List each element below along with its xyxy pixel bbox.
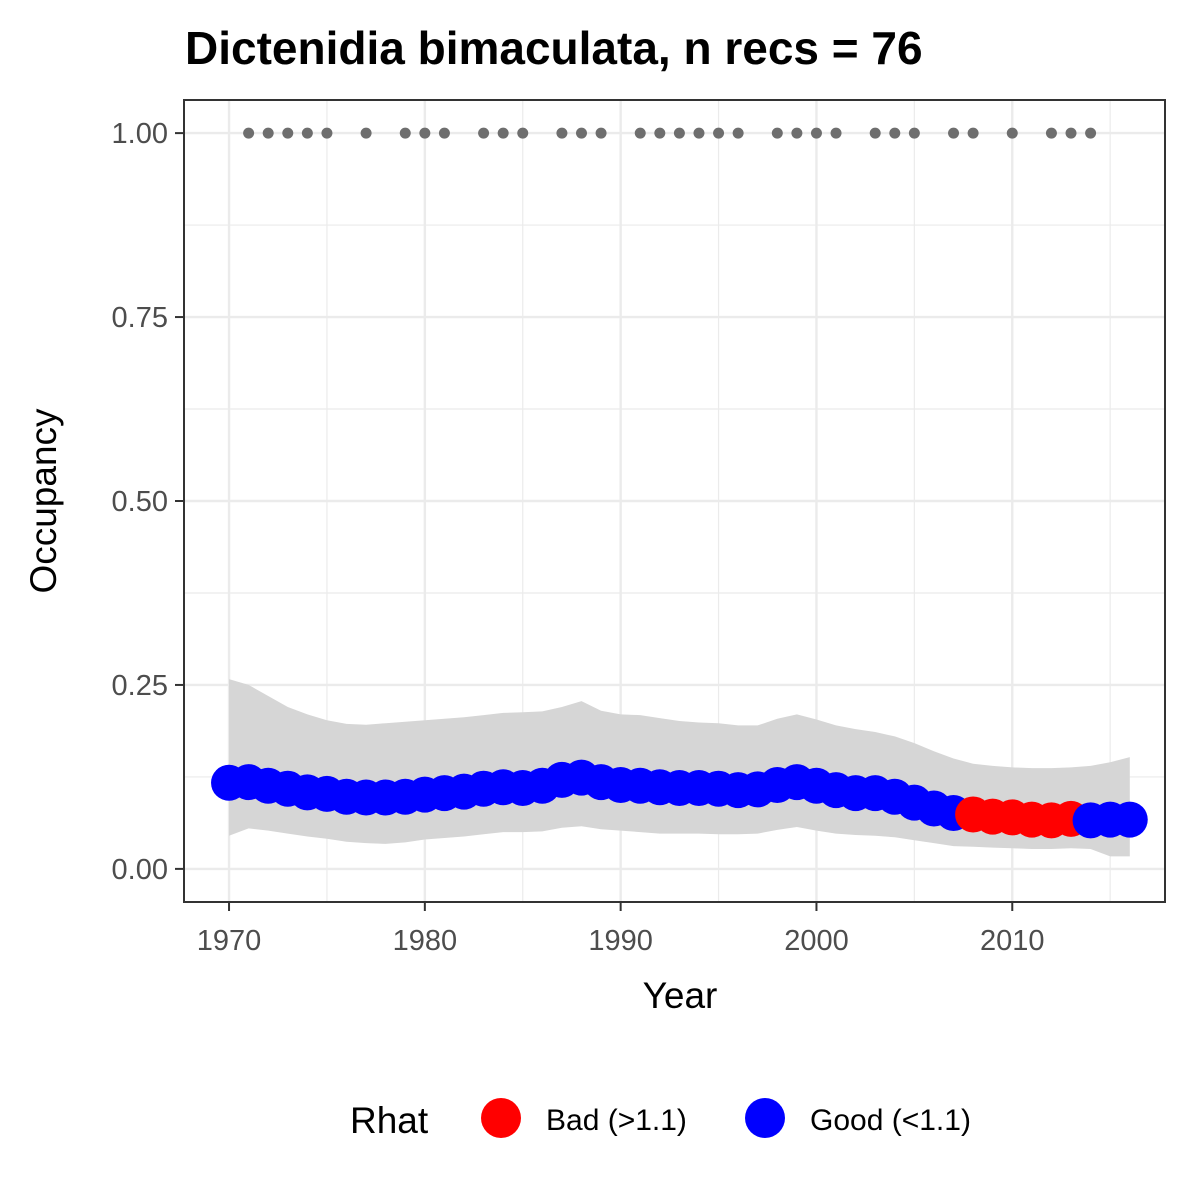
record-point: [1045, 127, 1057, 139]
record-point: [908, 127, 920, 139]
record-point: [478, 127, 490, 139]
record-point: [575, 127, 587, 139]
record-point: [713, 127, 725, 139]
record-point: [262, 127, 274, 139]
x-axis-ticks: 1970 1980 1990 2000 2010: [197, 902, 1045, 957]
x-tick-label: 1990: [588, 925, 653, 957]
record-point: [419, 127, 431, 139]
x-axis-title: Year: [643, 975, 718, 1016]
y-axis-title: Occupancy: [23, 408, 64, 594]
y-tick-label: 0.75: [112, 302, 168, 334]
record-point: [634, 127, 646, 139]
record-point: [732, 127, 744, 139]
record-point: [360, 127, 372, 139]
record-point: [791, 127, 803, 139]
y-tick-label: 0.00: [112, 854, 168, 886]
legend-title: Rhat: [350, 1100, 429, 1141]
occupancy-point: [1111, 801, 1148, 838]
x-tick-label: 1980: [393, 925, 458, 957]
x-tick-label: 2000: [784, 925, 849, 957]
record-point: [321, 127, 333, 139]
record-point: [771, 127, 783, 139]
record-point: [654, 127, 666, 139]
record-point: [243, 127, 255, 139]
record-point: [869, 127, 881, 139]
record-point: [301, 127, 313, 139]
legend-label-good: Good (<1.1): [810, 1104, 971, 1137]
record-point: [948, 127, 960, 139]
x-tick-label: 2010: [980, 925, 1045, 957]
legend-label-bad: Bad (>1.1): [546, 1104, 687, 1137]
record-point: [810, 127, 822, 139]
y-tick-label: 1.00: [112, 118, 168, 150]
record-points: [243, 127, 1097, 139]
record-point: [1006, 127, 1018, 139]
record-point: [282, 127, 294, 139]
chart-title: Dictenidia bimaculata, n recs = 76: [185, 22, 923, 74]
y-axis-ticks: 0.00 0.25 0.50 0.75 1.00: [112, 118, 184, 886]
record-point: [889, 127, 901, 139]
record-point: [673, 127, 685, 139]
legend: Rhat Bad (>1.1) Good (<1.1): [350, 1098, 971, 1141]
record-point: [830, 127, 842, 139]
record-point: [517, 127, 529, 139]
y-tick-label: 0.50: [112, 486, 168, 518]
record-point: [1065, 127, 1077, 139]
x-tick-label: 1970: [197, 925, 262, 957]
record-point: [595, 127, 607, 139]
record-point: [1085, 127, 1097, 139]
record-point: [497, 127, 509, 139]
record-point: [693, 127, 705, 139]
y-tick-label: 0.25: [112, 670, 168, 702]
record-point: [399, 127, 411, 139]
legend-key-bad: [481, 1098, 521, 1138]
record-point: [556, 127, 568, 139]
legend-key-good: [745, 1098, 785, 1138]
occupancy-points: [211, 759, 1148, 839]
record-point: [438, 127, 450, 139]
record-point: [967, 127, 979, 139]
